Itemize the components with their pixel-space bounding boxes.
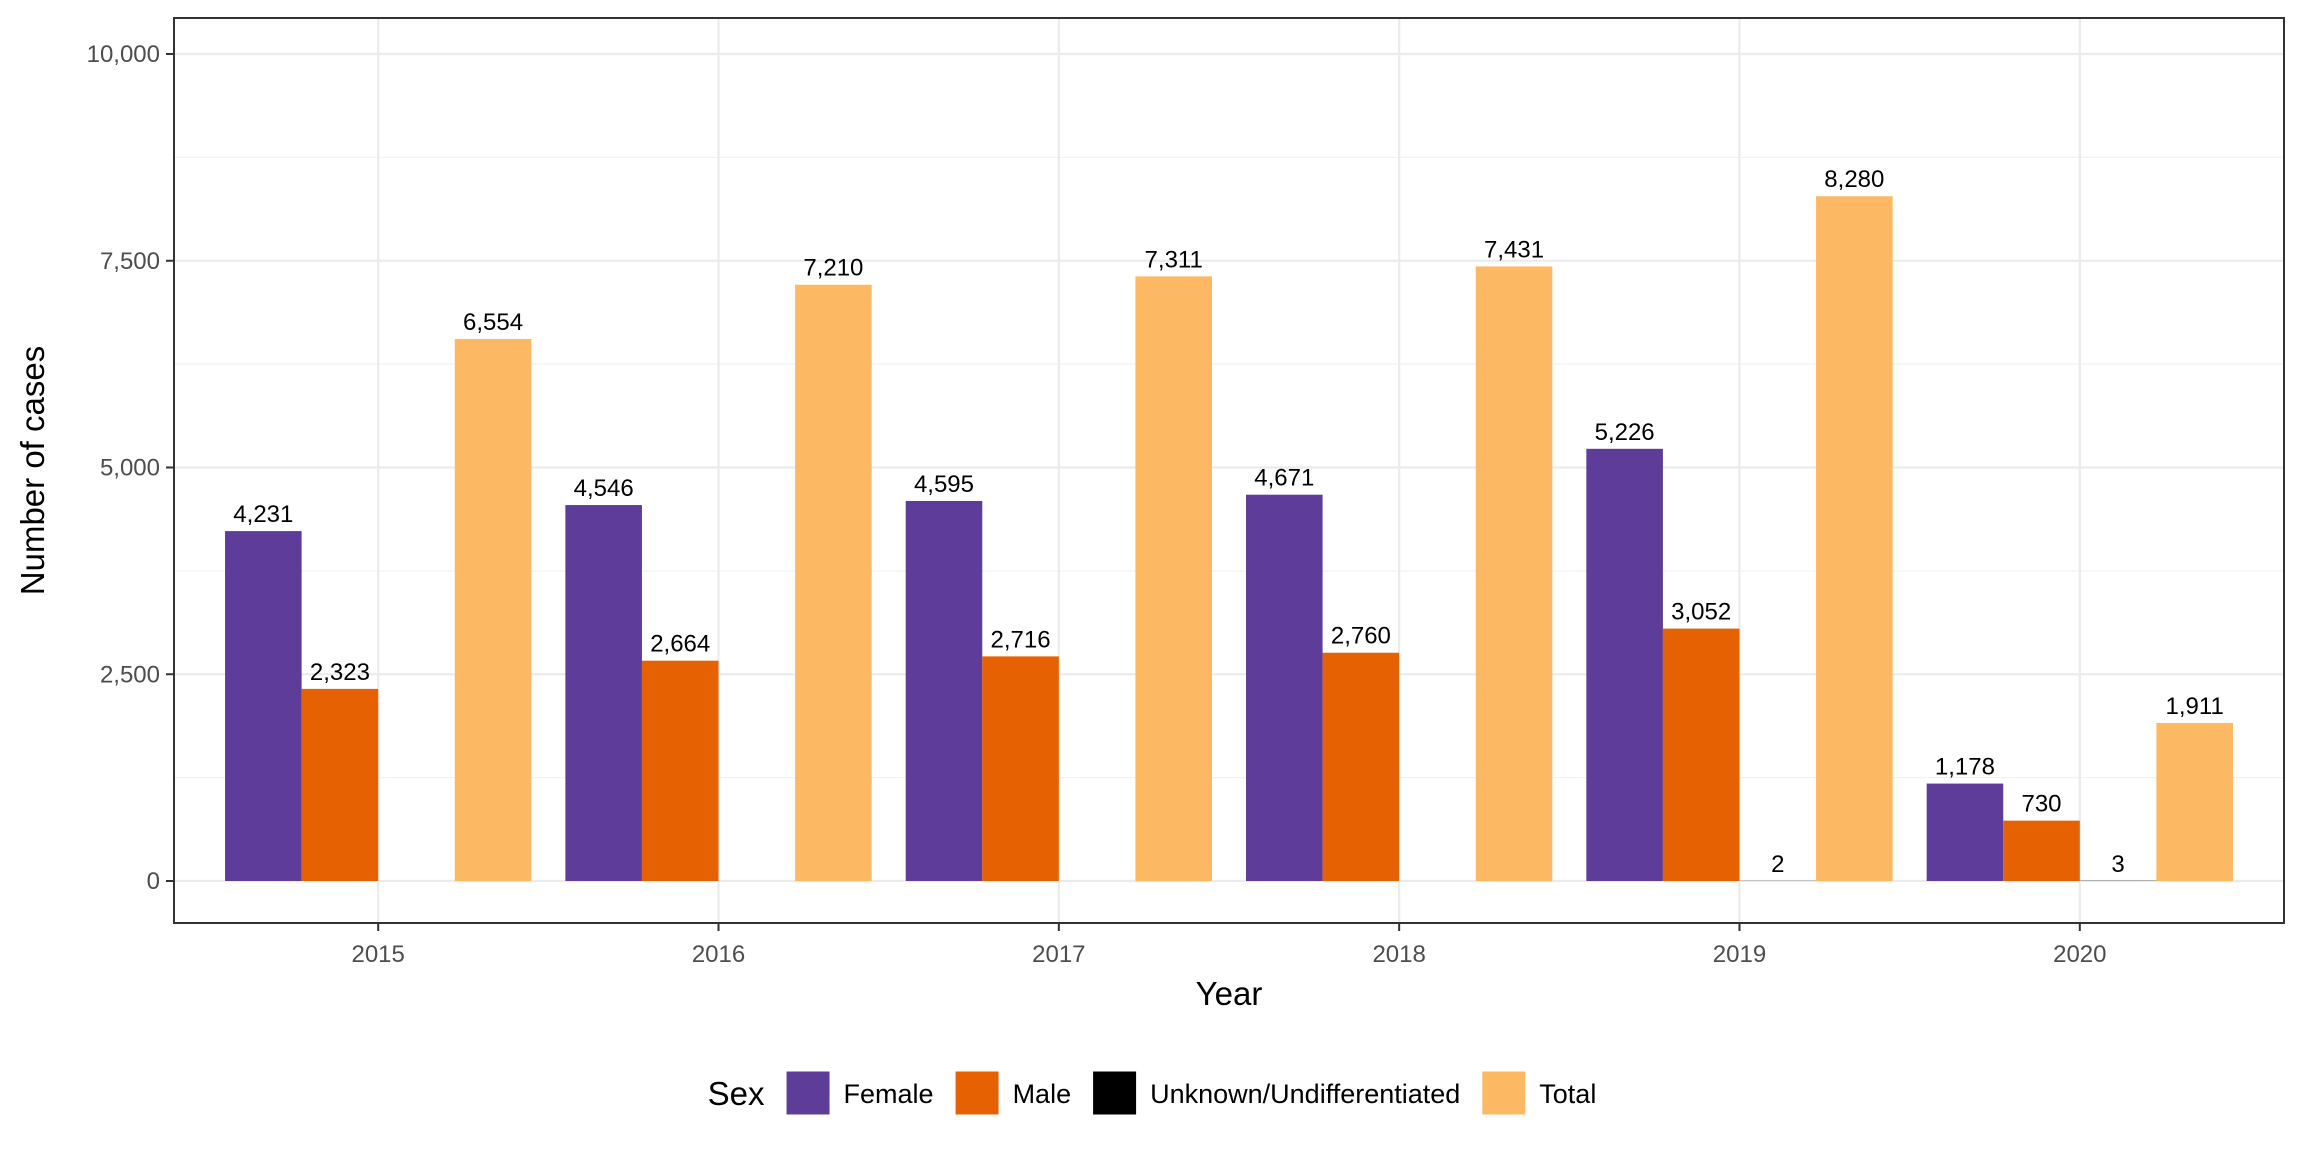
bar-value-label: 7,311	[1145, 246, 1203, 273]
bar	[2156, 722, 2233, 881]
bar-value-label: 4,546	[574, 475, 634, 502]
y-tick-label: 7,500	[100, 248, 160, 275]
bar	[225, 531, 302, 881]
bar-value-label: 4,595	[914, 471, 974, 498]
bar	[982, 656, 1059, 881]
legend-key	[955, 1071, 999, 1115]
bar-value-label: 8,280	[1824, 166, 1884, 193]
bar-value-label: 6,554	[463, 309, 523, 336]
bar-value-label: 3	[2111, 851, 2124, 878]
x-tick-label: 2019	[1713, 941, 1766, 968]
x-tick-label: 2015	[351, 941, 404, 968]
bar	[795, 284, 872, 881]
legend: Sex Female Male Unknown/Undifferentiated To…	[708, 1071, 1596, 1115]
x-tick-label: 2017	[1032, 941, 1085, 968]
legend-key	[1482, 1071, 1526, 1115]
bar	[1662, 628, 1740, 881]
y-tick-label: 10,000	[87, 41, 160, 68]
bar	[1926, 783, 2004, 881]
bar	[454, 338, 532, 881]
bar-value-label: 2,323	[310, 659, 370, 686]
bar-value-label: 7,431	[1484, 236, 1544, 263]
legend-label: Female	[844, 1079, 934, 1109]
legend-key	[786, 1071, 830, 1115]
bar-value-label: 2,664	[650, 631, 710, 658]
legend-label: Total	[1539, 1079, 1596, 1109]
bar-value-label: 730	[2021, 791, 2061, 818]
y-axis-title: Number of cases	[14, 346, 51, 595]
y-tick-label: 0	[147, 868, 160, 895]
bar-value-label: 2	[1771, 851, 1784, 878]
bar-value-label: 2,716	[991, 626, 1051, 653]
bar	[2003, 820, 2080, 881]
bar	[1322, 652, 1400, 881]
bar	[1246, 494, 1323, 881]
bar-value-label: 4,671	[1254, 465, 1314, 492]
bar-value-label: 1,178	[1935, 754, 1995, 781]
bar	[565, 505, 642, 881]
bar-value-label: 1,911	[2166, 693, 2224, 720]
bar-value-label: 2,760	[1331, 623, 1391, 650]
bar-value-label: 3,052	[1671, 599, 1731, 626]
y-tick-label: 5,000	[100, 455, 160, 482]
bar	[1475, 266, 1553, 881]
bar-value-label: 7,210	[803, 255, 863, 282]
y-axis: 0 2,500 5,000 7,500 10,000	[87, 41, 174, 895]
bar	[301, 688, 379, 881]
data-labels: 4,231 2,323 6,554 4,546 2,664 7,210 4,595 2,716…	[233, 166, 2224, 878]
x-axis-title: Year	[1196, 975, 1263, 1012]
bar	[1586, 448, 1663, 881]
legend-label: Unknown/Undifferentiated	[1150, 1079, 1460, 1109]
x-tick-label: 2018	[1372, 941, 1425, 968]
bars	[225, 196, 2233, 881]
plot-panel-border	[173, 17, 2285, 924]
bar-value-label: 5,226	[1595, 419, 1655, 446]
legend-key	[1093, 1071, 1137, 1115]
x-tick-label: 2016	[692, 941, 745, 968]
bar-value-label: 4,231	[233, 501, 293, 528]
bar	[1135, 276, 1212, 881]
x-tick-label: 2020	[2053, 941, 2106, 968]
legend-title: Sex	[708, 1075, 765, 1112]
x-axis: 2015 2016 2017 2018 2019 2020	[351, 923, 2107, 968]
legend-label: Male	[1013, 1079, 1072, 1109]
bar	[905, 500, 983, 881]
bar	[1816, 196, 1893, 881]
y-tick-label: 2,500	[100, 661, 160, 688]
bar	[641, 660, 719, 881]
